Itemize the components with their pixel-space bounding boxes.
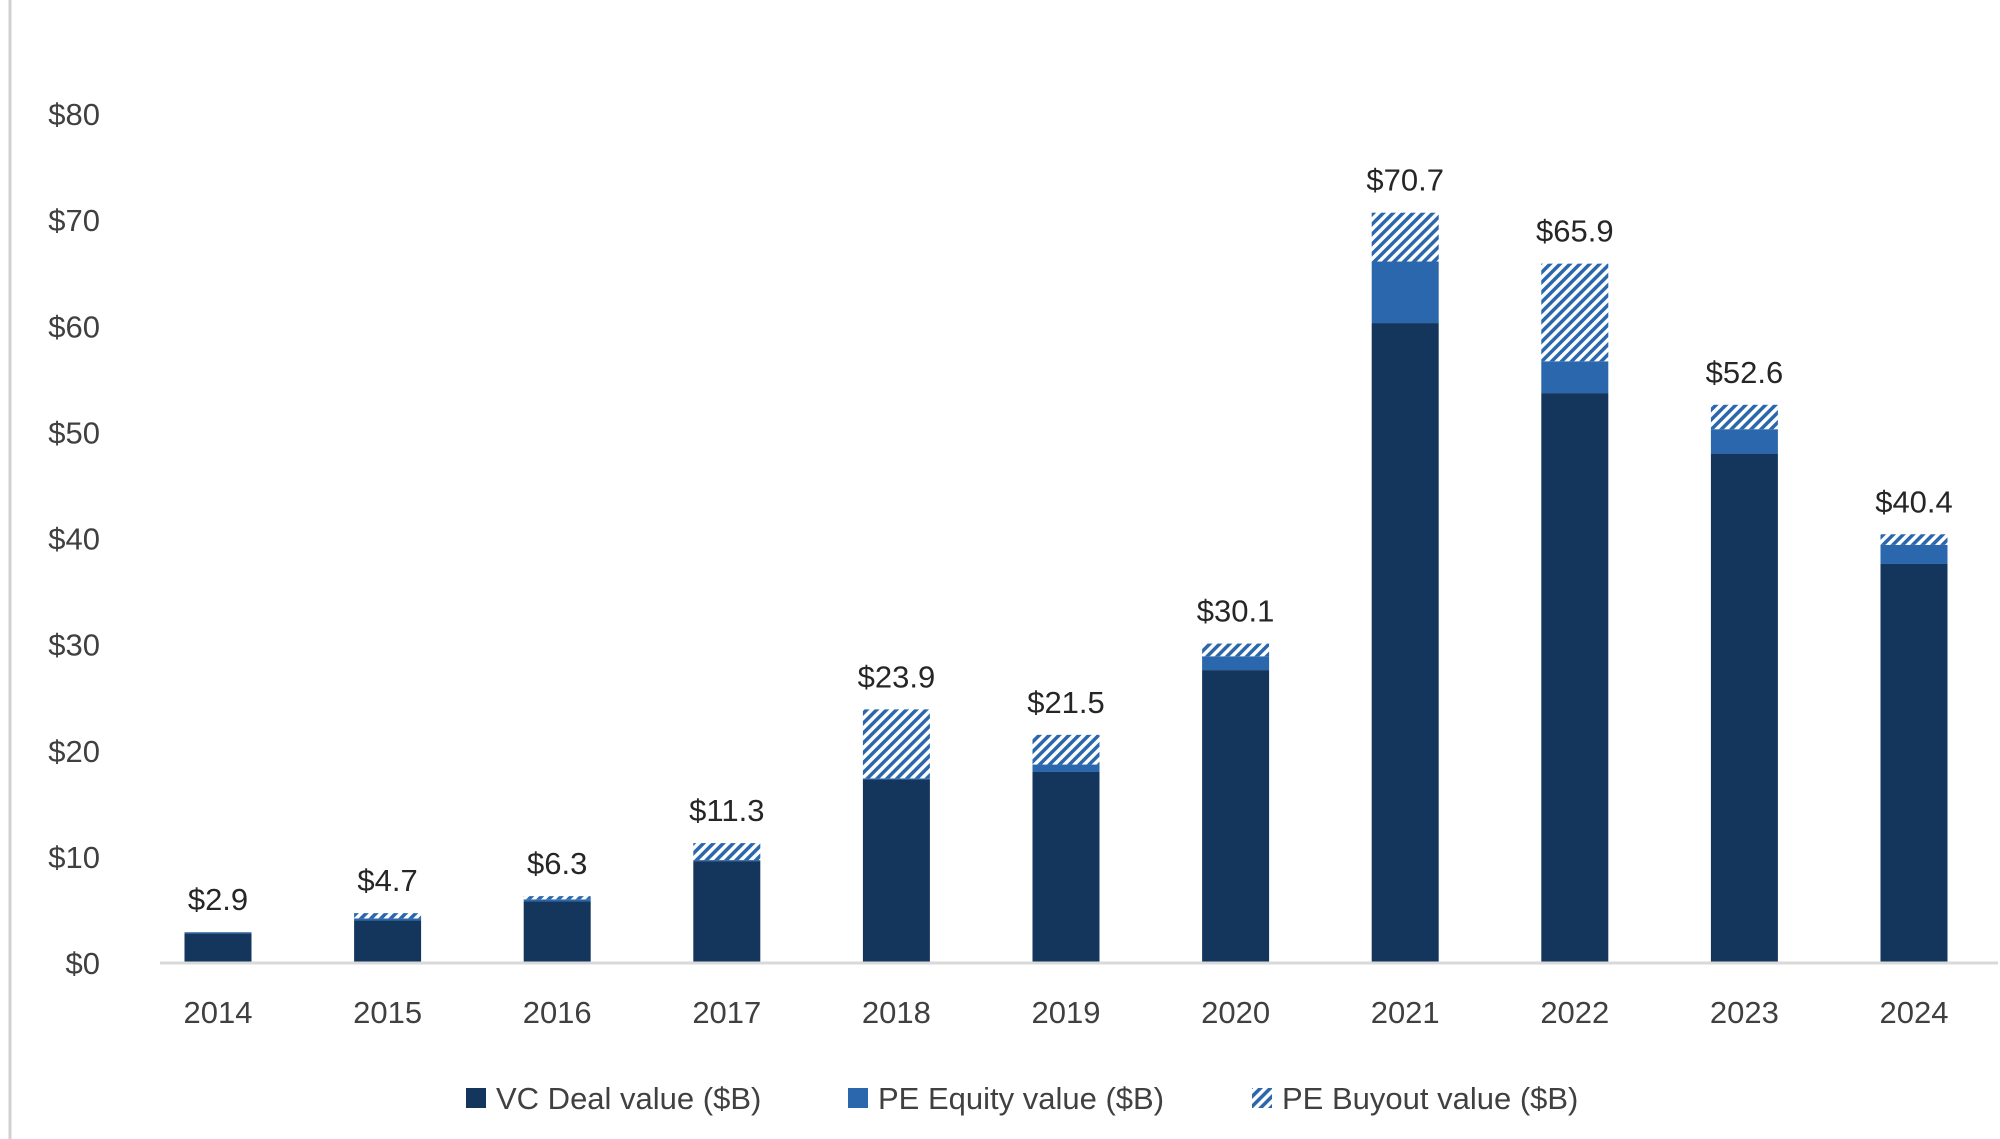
legend-swatch [466,1088,486,1108]
legend: VC Deal value ($B) PE Equity value ($B) PE… [466,1081,1578,1116]
y-tick-label: $60 [48,309,100,344]
x-tick-label: 2022 [1540,995,1609,1030]
bar-segment-pe-equity-2020 [1202,656,1270,671]
y-tick-label: $20 [48,734,100,769]
y-tick-label: $40 [48,522,100,557]
bar-segment-pe-buyout-2017 [693,843,761,861]
bar-segment-pe-buyout-2019 [1032,734,1100,765]
bar-segment-pe-equity-2019 [1032,764,1100,772]
data-labels: $2.9 $4.7 $6.3 $11.3 $23.9 $21.5 $30.1 $70.7 $65… [188,163,1953,918]
bar-segment-pe-buyout-2016 [523,896,591,900]
bar-segment-vc-deal-2024 [1880,563,1948,963]
legend-item: PE Buyout value ($B) [1252,1081,1578,1116]
total-data-label: $70.7 [1366,163,1444,198]
bar-segment-pe-equity-2014 [184,932,252,934]
bar-segment-vc-deal-2022 [1541,393,1609,963]
bar-segment-pe-equity-2024 [1880,544,1948,564]
total-data-label: $21.5 [1027,685,1105,720]
x-tick-label: 2023 [1710,995,1779,1030]
y-tick-label: $0 [66,946,100,981]
x-tick-label: 2018 [862,995,931,1030]
total-data-label: $23.9 [858,659,936,694]
x-tick-label: 2017 [692,995,761,1030]
legend-item: PE Equity value ($B) [848,1081,1164,1116]
bar-segment-vc-deal-2014 [184,933,252,963]
bar-segment-vc-deal-2019 [1032,771,1100,963]
bar-segment-pe-equity-2023 [1710,429,1778,454]
bar-segment-vc-deal-2023 [1710,453,1778,963]
x-tick-label: 2014 [184,995,253,1030]
total-data-label: $52.6 [1706,355,1784,390]
x-tick-label: 2016 [523,995,592,1030]
x-tick-label: 2024 [1880,995,1949,1030]
y-tick-label: $50 [48,415,100,450]
y-tick-label: $10 [48,840,100,875]
legend-swatch [1252,1088,1272,1108]
bar-segment-pe-buyout-2022 [1541,263,1609,362]
legend-swatch [848,1088,868,1108]
total-data-label: $40.4 [1875,484,1953,519]
total-data-label: $65.9 [1536,214,1614,249]
bar-segment-vc-deal-2018 [862,779,930,963]
bar-segment-vc-deal-2021 [1371,323,1439,963]
bar-segment-vc-deal-2015 [354,920,422,963]
legend-item: VC Deal value ($B) [466,1081,761,1116]
bar-segment-pe-buyout-2021 [1371,212,1439,262]
legend-label: VC Deal value ($B) [496,1081,761,1116]
total-data-label: $30.1 [1197,594,1275,629]
bar-segment-vc-deal-2020 [1202,670,1270,963]
total-data-label: $11.3 [689,793,764,828]
legend-label: PE Buyout value ($B) [1282,1081,1578,1116]
bar-segment-vc-deal-2017 [693,861,761,963]
y-tick-label: $80 [48,97,100,132]
x-tick-label: 2015 [353,995,422,1030]
y-tick-label: $70 [48,203,100,238]
bar-segment-pe-buyout-2018 [862,709,930,779]
bar-segment-pe-equity-2015 [354,918,422,921]
bar-segment-pe-buyout-2020 [1202,643,1270,657]
bar-segment-pe-equity-2018 [862,778,930,780]
total-data-label: $6.3 [527,846,587,881]
x-axis: 2014 2015 2016 2017 2018 2019 2020 2021 2022 2023… [184,995,1949,1030]
bar-segment-pe-equity-2017 [693,860,761,862]
bar-segment-pe-equity-2022 [1541,361,1609,394]
bar-segment-pe-buyout-2023 [1710,404,1778,430]
legend-label: PE Equity value ($B) [878,1081,1164,1116]
bar-segment-pe-equity-2016 [523,899,591,902]
bar-segment-vc-deal-2016 [523,901,591,963]
x-tick-label: 2019 [1032,995,1101,1030]
y-tick-label: $30 [48,628,100,663]
bar-segment-pe-equity-2021 [1371,261,1439,324]
total-data-label: $4.7 [357,863,417,898]
x-tick-label: 2021 [1371,995,1440,1030]
bar-segment-pe-buyout-2015 [354,913,422,919]
total-data-label: $2.9 [188,882,248,917]
y-axis: $0 $10 $20 $30 $40 $50 $60 $70 $80 [48,97,100,981]
bars [184,212,1948,963]
bar-segment-pe-buyout-2024 [1880,534,1948,545]
x-tick-label: 2020 [1201,995,1270,1030]
